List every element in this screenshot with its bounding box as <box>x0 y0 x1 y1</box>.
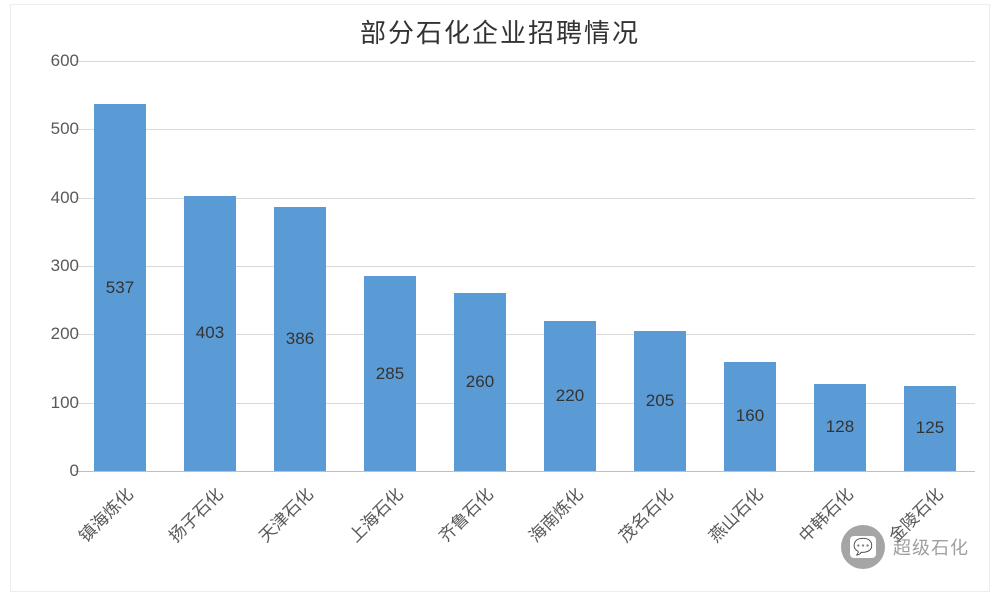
bar-value-label: 220 <box>544 386 596 406</box>
bar-value-label: 128 <box>814 417 866 437</box>
y-tick-label: 100 <box>29 393 79 413</box>
chat-icon: 💬 <box>850 536 876 558</box>
wechat-icon: 💬 <box>841 525 885 569</box>
y-tick-label: 0 <box>29 461 79 481</box>
attribution-text: 超级石化 <box>893 534 969 560</box>
bar: 260 <box>454 293 506 471</box>
x-tick-label: 天津石化 <box>252 481 318 547</box>
bar: 125 <box>904 386 956 471</box>
y-tick-label: 600 <box>29 51 79 71</box>
y-tick-label: 300 <box>29 256 79 276</box>
bar: 537 <box>94 104 146 471</box>
bar-value-label: 160 <box>724 406 776 426</box>
y-tick-label: 200 <box>29 324 79 344</box>
bar: 128 <box>814 384 866 471</box>
x-tick-label: 燕山石化 <box>702 481 768 547</box>
bar: 205 <box>634 331 686 471</box>
bar-value-label: 205 <box>634 391 686 411</box>
bars-group: 537 403 386 285 260 220 205 160 128 125 <box>75 61 975 471</box>
x-tick-label: 上海石化 <box>342 481 408 547</box>
x-tick-label: 茂名石化 <box>612 481 678 547</box>
bar-value-label: 125 <box>904 418 956 438</box>
bar-value-label: 403 <box>184 323 236 343</box>
bar-value-label: 285 <box>364 364 416 384</box>
x-tick-label: 镇海炼化 <box>72 481 138 547</box>
x-tick-label: 扬子石化 <box>162 481 228 547</box>
bar-value-label: 537 <box>94 278 146 298</box>
gridline <box>75 471 975 472</box>
bar: 160 <box>724 362 776 471</box>
x-tick-label: 齐鲁石化 <box>432 481 498 547</box>
chart-title: 部分石化企业招聘情况 <box>11 5 989 54</box>
bar-value-label: 260 <box>454 372 506 392</box>
y-tick-label: 500 <box>29 119 79 139</box>
bar: 386 <box>274 207 326 471</box>
bar: 220 <box>544 321 596 471</box>
plot-area: 537 403 386 285 260 220 205 160 128 125 <box>75 61 975 471</box>
y-tick-label: 400 <box>29 188 79 208</box>
bar-value-label: 386 <box>274 329 326 349</box>
bar: 403 <box>184 196 236 471</box>
chart-container: 部分石化企业招聘情况 537 403 386 285 260 220 205 160 128 12… <box>10 4 990 592</box>
x-tick-label: 海南炼化 <box>522 481 588 547</box>
bar: 285 <box>364 276 416 471</box>
attribution-badge: 💬 超级石化 <box>841 525 969 569</box>
x-axis-labels: 镇海炼化扬子石化天津石化上海石化齐鲁石化海南炼化茂名石化燕山石化中韩石化金陵石化 <box>75 475 975 585</box>
